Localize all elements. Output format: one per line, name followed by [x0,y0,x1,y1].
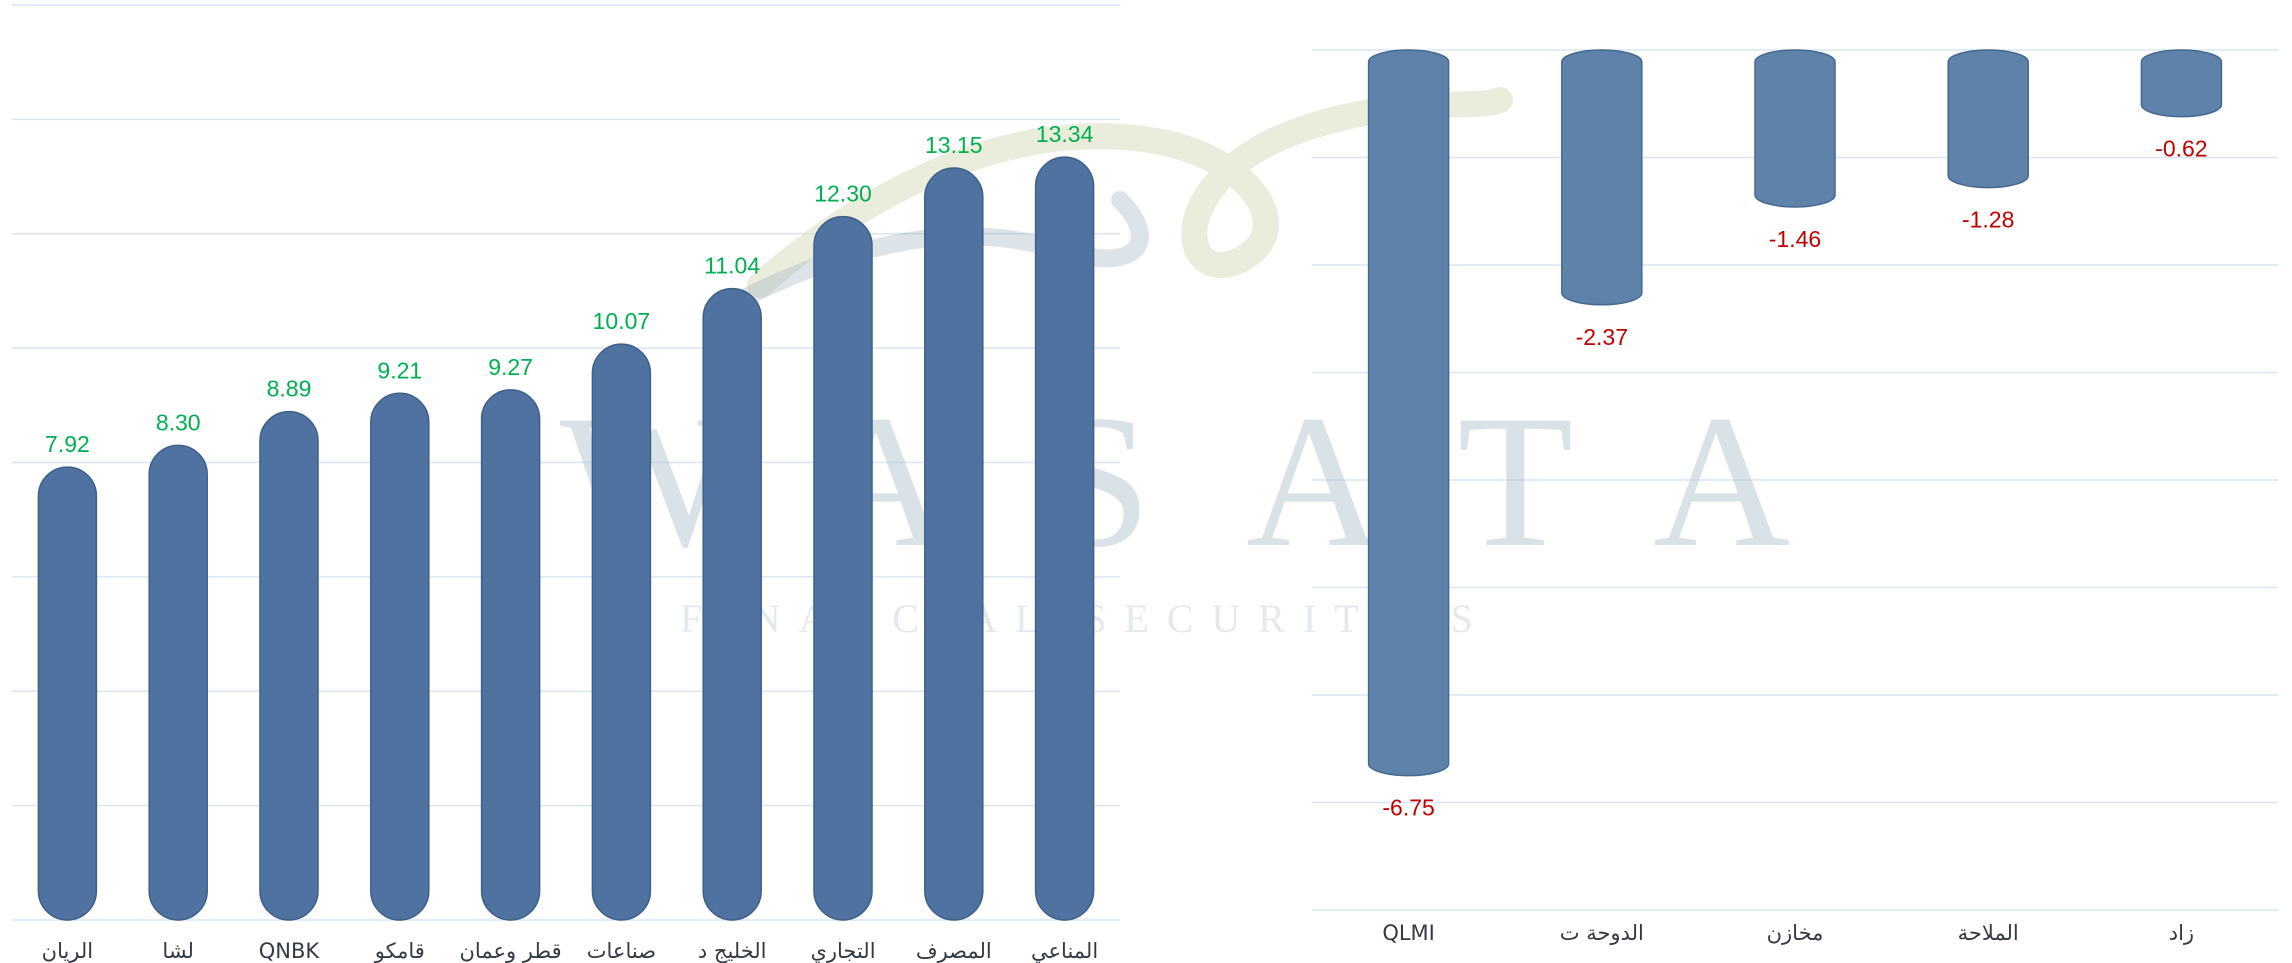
category-label: المصرف [916,939,992,963]
bar-2 [148,444,208,921]
value-label: 10.07 [593,308,651,334]
category-label: قطر وعمان [460,939,562,963]
category-label: صناعات [587,939,656,963]
bar-6 [591,343,652,921]
bar-1 [1367,49,1450,777]
value-label: -6.75 [1382,795,1434,821]
left-chart-bars: 7.92 الريان 8.30 لشا 8.89 QNBK 9.21 قامكو 9.27 قط… [37,121,1098,963]
category-label: الملاحة [1958,921,2019,945]
value-label: 13.34 [1036,121,1094,147]
value-label: 13.15 [925,132,983,158]
bar-4 [1947,49,2029,189]
right-chart-bars: -6.75 QLMI -2.37 الدوحة ت -1.46 مخازن -1.28 الم… [1367,49,2223,945]
bar-2 [1561,49,1643,306]
category-label: الريان [42,939,94,963]
value-label: -0.62 [2155,136,2207,162]
value-label: 7.92 [45,431,90,457]
value-label: 8.30 [156,409,201,435]
bar-9 [924,167,984,921]
value-label: 12.30 [814,181,872,207]
category-label: الخليج د [698,939,767,963]
bar-7 [702,287,762,921]
bar-5 [480,389,541,921]
value-label: 9.27 [488,354,533,380]
value-label: -2.37 [1576,324,1628,350]
category-label: التجاري [810,939,875,963]
category-label: قامكو [374,939,425,963]
right-chart-gridlines [1312,49,2278,911]
category-label: زاد [2169,921,2194,945]
watermark-brand: WASATA [560,377,1885,587]
bar-3 [259,410,319,921]
category-label: المناعي [1031,939,1098,963]
category-label: الدوحة ت [1560,921,1644,945]
bar-5 [2140,49,2223,118]
value-label: 9.21 [377,357,422,383]
category-label: لشا [162,939,194,963]
bar-10 [1034,156,1095,921]
value-label: 11.04 [704,253,760,279]
value-label: 8.89 [267,376,312,402]
bar-8 [813,215,873,921]
category-label: QLMI [1382,921,1435,945]
category-label: QNBK [259,939,321,963]
bar-1 [37,466,98,921]
bar-3 [1754,49,1836,208]
category-label: مخازن [1767,921,1824,945]
watermark-swoosh-icon [747,87,1513,298]
value-label: -1.46 [1769,226,1821,252]
value-label: -1.28 [1962,207,2014,233]
bar-4 [370,392,430,921]
